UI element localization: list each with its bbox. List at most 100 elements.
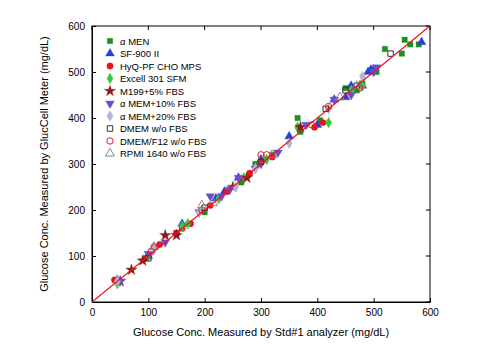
point <box>382 46 387 51</box>
tick-mark <box>148 26 149 30</box>
x-axis: 0 100 200 300 400 500 600 <box>90 298 440 318</box>
legend-marker <box>106 148 115 156</box>
tick-label: 500 <box>68 67 85 78</box>
point <box>325 117 331 128</box>
series <box>114 80 365 289</box>
tick-label: 400 <box>68 113 85 124</box>
tick: 400 <box>309 298 326 318</box>
tick-mark <box>148 298 149 302</box>
tick: 600 <box>422 298 439 318</box>
tick: 100 <box>68 251 96 262</box>
tick-mark <box>92 164 96 165</box>
point <box>295 115 300 120</box>
legend-marker <box>106 101 115 109</box>
plot: 0 100 200 300 400 500 600 0 100 200 300 400 500 600 α … <box>68 21 439 318</box>
tick: 500 <box>366 298 383 318</box>
tick-label: 200 <box>68 205 85 216</box>
point <box>114 275 125 286</box>
point <box>171 229 182 240</box>
y-axis-title: Glucose Conc. Measured by GlucCell Meter… <box>38 36 50 292</box>
legend-label: α MEN <box>120 36 149 47</box>
legend-label: α MEM+20% FBS <box>120 111 196 122</box>
tick: 300 <box>68 159 96 170</box>
point <box>241 172 252 183</box>
legend-entry: DMEM/F12 w/o FBS <box>107 136 207 147</box>
series <box>114 121 306 286</box>
tick-mark <box>426 210 430 211</box>
point <box>320 119 326 125</box>
legend-marker <box>107 138 113 144</box>
series <box>111 119 326 283</box>
point <box>335 92 344 100</box>
legend-entry: SF-900 II <box>106 48 160 59</box>
legend-label: HyQ-PF CHO MPS <box>120 61 201 72</box>
tick-mark <box>426 72 430 73</box>
legend-marker <box>107 73 113 84</box>
legend-entry: M199+5% FBS <box>104 85 184 96</box>
legend: α MENSF-900 II HyQ-PF CHO MPSExcell 301 S… <box>104 36 206 160</box>
tick-mark <box>317 298 318 302</box>
tick-mark <box>92 118 96 119</box>
legend-entry: α MEM+10% FBS <box>106 98 196 109</box>
axis-line <box>93 302 431 303</box>
tick-mark <box>426 164 430 165</box>
tick-label: 0 <box>90 307 96 318</box>
legend-label: DMEM w/o FBS <box>120 123 188 134</box>
tick: 100 <box>140 298 157 318</box>
tick-mark <box>92 256 96 257</box>
legend-label: α MEM+10% FBS <box>120 98 196 109</box>
data-marks <box>92 26 430 302</box>
tick: 0 <box>79 297 96 308</box>
y-axis: 0 100 200 300 400 500 600 <box>68 21 96 308</box>
tick-mark <box>92 26 96 27</box>
tick-label: 400 <box>309 307 326 318</box>
legend-label: SF-900 II <box>120 48 159 59</box>
mirror-ticks <box>92 26 430 302</box>
point <box>399 51 404 56</box>
plot-frame <box>92 26 430 302</box>
line <box>92 26 430 302</box>
tick-mark <box>426 256 430 257</box>
series <box>115 37 422 284</box>
point <box>372 65 381 73</box>
point <box>209 198 218 206</box>
chart: 0 100 200 300 400 500 600 0 100 200 300 400 500 600 α … <box>0 0 500 348</box>
tick-mark <box>426 302 430 303</box>
legend-entry: HyQ-PF CHO MPS <box>107 61 201 72</box>
tick-mark <box>317 26 318 30</box>
series <box>114 71 365 287</box>
point <box>161 240 170 248</box>
tick-label: 500 <box>366 307 383 318</box>
point <box>197 200 206 208</box>
tick-label: 600 <box>68 21 85 32</box>
tick-label: 300 <box>68 159 85 170</box>
point <box>417 37 426 45</box>
x-axis-title: Glucose Conc. Measured by Std#1 analyzer… <box>133 326 389 338</box>
legend-marker <box>106 48 115 56</box>
tick-mark <box>426 118 430 119</box>
legend-entry: Excell 301 SFM <box>107 73 187 84</box>
tick: 200 <box>197 298 214 318</box>
tick-label: 600 <box>422 307 439 318</box>
legend-entry: RPMI 1640 w/o FBS <box>106 148 206 159</box>
tick-label: 100 <box>68 251 85 262</box>
legend-marker <box>107 111 113 122</box>
legend-label: DMEM/F12 w/o FBS <box>120 136 207 147</box>
legend-marker <box>104 85 115 96</box>
tick-mark <box>261 298 262 302</box>
legend-marker <box>107 126 112 131</box>
legend-label: Excell 301 SFM <box>120 73 187 84</box>
point <box>268 150 277 158</box>
tick-mark <box>204 26 205 30</box>
tick-mark <box>374 298 375 302</box>
series <box>113 37 426 282</box>
tick-label: 300 <box>253 307 270 318</box>
tick-mark <box>92 72 96 73</box>
tick-label: 0 <box>79 297 85 308</box>
tick-mark <box>92 26 93 30</box>
tick-mark <box>92 210 96 211</box>
tick-mark <box>205 298 206 302</box>
tick-label: 100 <box>140 307 157 318</box>
tick-mark <box>430 298 431 302</box>
tick-mark <box>92 302 96 303</box>
